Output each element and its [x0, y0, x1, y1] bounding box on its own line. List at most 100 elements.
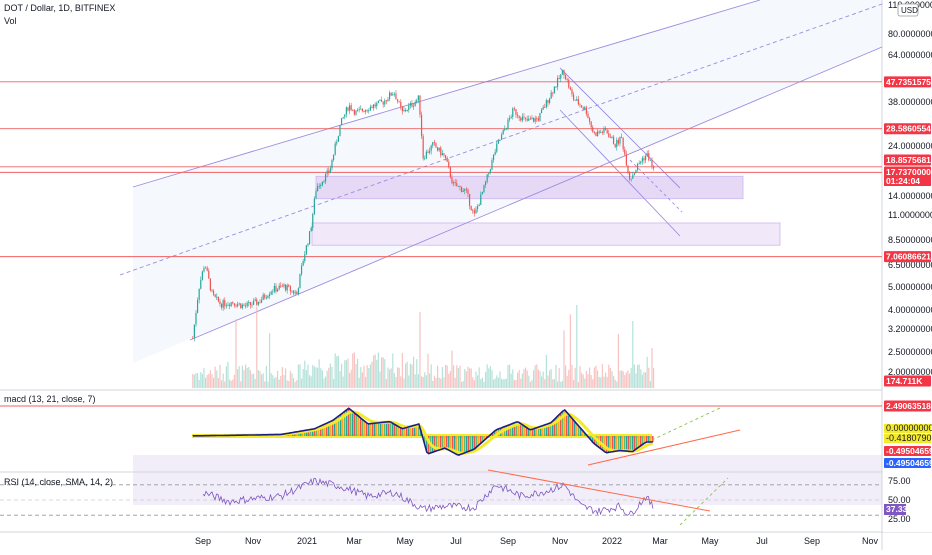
candle-body [485, 182, 486, 185]
candle-body [231, 302, 232, 306]
candle-body [559, 78, 560, 79]
time-tick-label: Sep [804, 536, 820, 546]
volume-bar [447, 365, 448, 388]
candle-body [274, 286, 275, 292]
volume-bar [338, 356, 339, 388]
macd-histogram-bar [464, 436, 466, 453]
candle-body [594, 132, 595, 133]
candle-body [615, 144, 616, 147]
candle-body [376, 103, 377, 106]
candle-body [386, 100, 387, 101]
macd-histogram-bar [392, 423, 394, 436]
candle-body [311, 228, 312, 231]
candle-body [575, 100, 576, 101]
macd-histogram-bar [400, 428, 402, 436]
price-tick-label: 38.0000000 [888, 97, 932, 107]
candle-body [519, 116, 520, 118]
macd-histogram-bar [522, 425, 524, 436]
volume-bar [226, 366, 227, 388]
macd-histogram-bar [568, 415, 570, 436]
volume-bar [413, 357, 414, 388]
volume-bar [323, 379, 324, 388]
candle-body [234, 303, 235, 305]
volume-bar [205, 378, 206, 388]
volume-bar [451, 351, 452, 388]
candle-body [320, 185, 321, 186]
volume-bar [247, 368, 248, 388]
candle-body [647, 153, 648, 156]
volume-bar [280, 376, 281, 388]
volume-bar [579, 366, 580, 388]
candle-body [336, 142, 337, 144]
candle-body [584, 107, 585, 109]
volume-bar [618, 334, 619, 388]
candle-body [215, 295, 216, 297]
candle-body [493, 155, 494, 160]
candle-body [199, 289, 200, 300]
candle-body [651, 160, 652, 166]
volume-bar [536, 364, 537, 388]
volume-bar [307, 365, 308, 388]
candle-body [272, 292, 273, 293]
volume-bar [501, 379, 502, 388]
candle-body [511, 117, 512, 118]
candle-body [423, 136, 424, 158]
candle-body [267, 296, 268, 298]
macd-legend[interactable]: macd (13, 21, close, 7) [4, 394, 96, 404]
candle-body [290, 286, 291, 291]
candle-body [323, 182, 324, 183]
candle-body [570, 88, 571, 90]
volume-bar [215, 367, 216, 388]
candle-body [303, 261, 304, 266]
candle-body [477, 206, 478, 209]
volume-bar [237, 369, 238, 388]
volume-bar [619, 371, 620, 388]
candle-body [459, 186, 460, 187]
volume-bar [551, 369, 552, 388]
rsi-legend[interactable]: RSI (14, close, SMA, 14, 2) [4, 477, 113, 487]
volume-bar [443, 377, 444, 388]
volume-bar [418, 374, 419, 388]
candle-body [210, 278, 211, 290]
candle-body [618, 140, 619, 144]
candle-body [560, 74, 561, 78]
candle-body [432, 142, 433, 145]
candle-body [434, 142, 435, 143]
candle-body [218, 297, 219, 302]
candle-body [299, 274, 300, 288]
candle-body [264, 295, 265, 298]
volume-bar [271, 373, 272, 388]
candle-body [216, 297, 217, 298]
symbol-title[interactable]: DOT / Dollar, 1D, BITFINEX [4, 3, 115, 13]
candle-body [375, 105, 376, 107]
volume-bar [221, 380, 222, 388]
currency-badge-label[interactable]: USD [901, 6, 918, 15]
candle-body [448, 162, 449, 167]
candle-body [517, 115, 518, 116]
volume-bar [631, 368, 632, 388]
candle-body [328, 171, 329, 173]
volume-bar [503, 379, 504, 388]
volume-bar [632, 321, 633, 388]
candle-body [595, 133, 596, 136]
candle-body [355, 111, 356, 115]
candle-body [602, 132, 603, 133]
macd-histogram-bar [620, 436, 622, 451]
volume-bar [403, 378, 404, 388]
candle-body [626, 154, 627, 165]
volume-bar [514, 380, 515, 388]
volume-bar [357, 359, 358, 388]
candle-body [405, 110, 406, 111]
volume-bar [586, 371, 587, 388]
countdown-label: 01:24:04 [886, 176, 920, 186]
volume-bar [653, 368, 654, 388]
macd-histogram-bar [640, 436, 642, 446]
price-tick-label: 14.0000000 [888, 191, 932, 201]
macd-histogram-bar [520, 424, 522, 436]
volume-bar [311, 376, 312, 388]
macd-histogram-bar [528, 429, 530, 436]
volume-legend[interactable]: Vol [4, 16, 17, 26]
candle-body [208, 271, 209, 279]
candle-body [224, 300, 225, 306]
